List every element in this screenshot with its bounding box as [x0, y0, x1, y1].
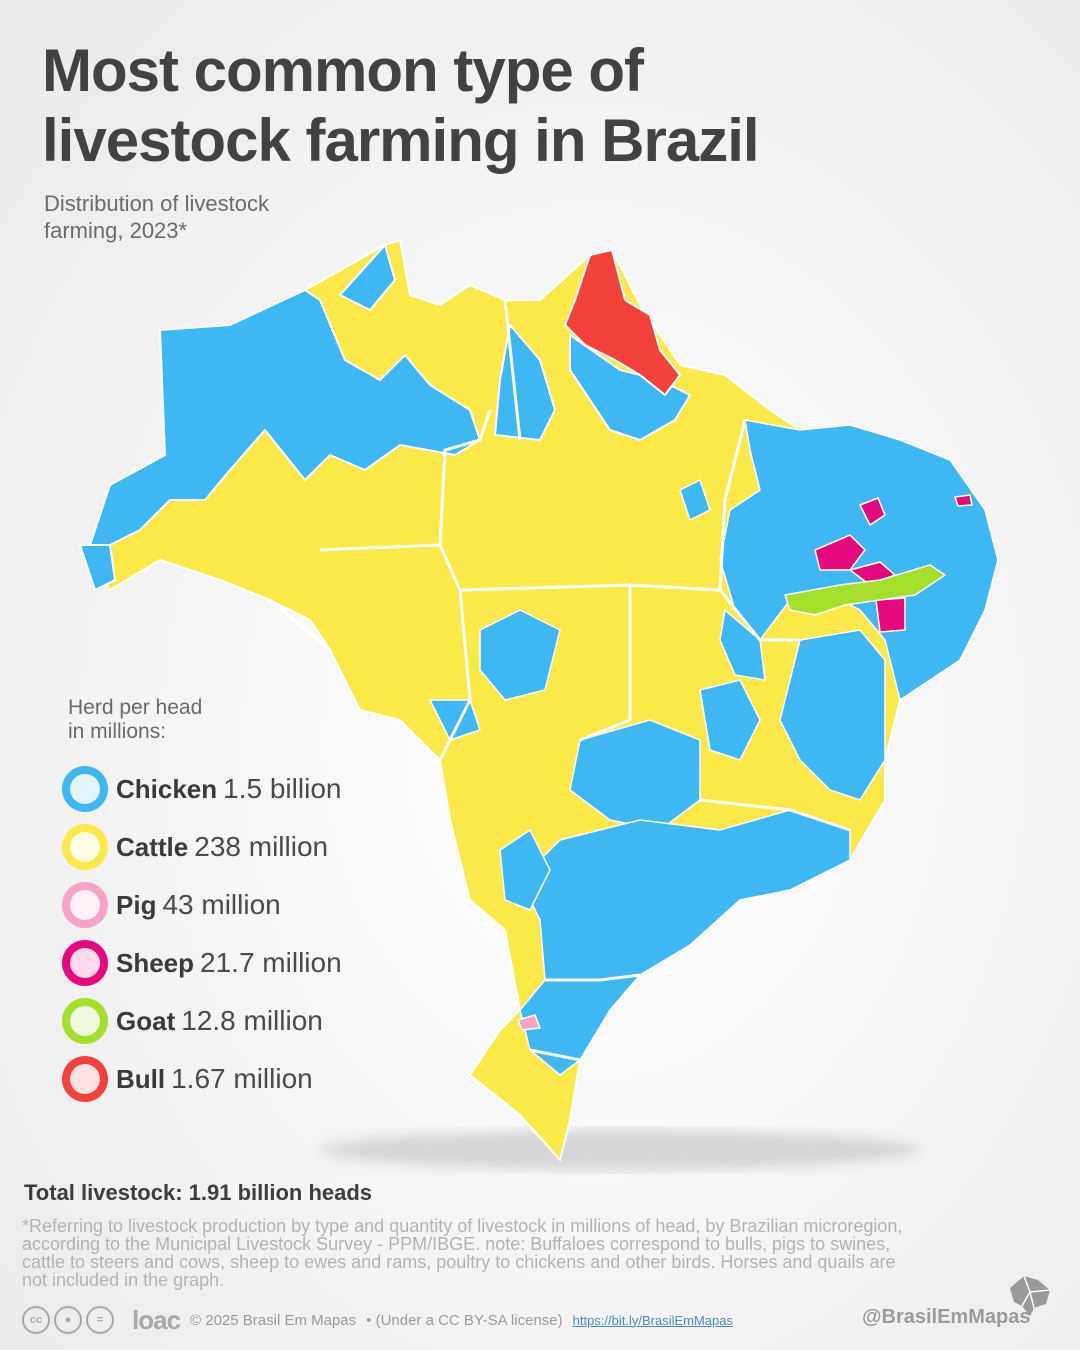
legend: Herd per head in millions: Chicken 1.5 bi…	[62, 696, 402, 1108]
legend-item-value: 12.8 million	[181, 1005, 323, 1036]
legend-item-cattle: Cattle 238 million	[62, 818, 402, 876]
legend-title-line-1: Herd per head	[68, 696, 203, 719]
legend-item-value: 238 million	[194, 831, 329, 862]
chicken-icon	[62, 766, 108, 812]
social-handle: @BrasilEmMapas	[862, 1306, 1031, 1328]
loac-logo: loac	[132, 1304, 181, 1335]
legend-item-name: Sheep	[116, 947, 195, 978]
region-chicken-mato-grosso-sul	[499, 828, 551, 911]
license-text: • (Under a CC BY-SA license)	[366, 1311, 563, 1329]
share-alike-icon: =	[86, 1306, 114, 1334]
cc-icon: cc	[22, 1306, 50, 1334]
cattle-icon	[62, 824, 108, 870]
region-chicken-small-north	[679, 478, 711, 522]
region-sheep-ceara	[858, 497, 886, 527]
sheep-icon	[62, 940, 108, 986]
subtitle-line-1: Distribution of livestock	[44, 191, 269, 216]
title-line-2: livestock farming in Brazil	[42, 107, 760, 174]
legend-item-bull: Bull 1.67 million	[62, 1050, 402, 1108]
footer: cc ● = loac © 2025 Brasil Em Mapas • (Un…	[22, 1304, 733, 1336]
legend-item-goat: Goat 12.8 million	[62, 992, 402, 1050]
region-chicken-northeast	[719, 419, 999, 702]
region-chicken-small-west	[428, 699, 481, 741]
legend-item-chicken: Chicken 1.5 billion	[62, 760, 402, 818]
region-chicken-roraima	[338, 242, 397, 312]
legend-item-name: Cattle	[116, 831, 189, 862]
legend-item-value: 1.5 billion	[223, 773, 342, 804]
region-sheep-piaui	[814, 534, 866, 571]
region-goat-sertao	[784, 564, 947, 616]
region-chicken-acre	[78, 544, 117, 592]
region-bull-amapa	[563, 248, 682, 397]
legend-item-name: Goat	[116, 1005, 176, 1036]
region-chicken-bahia	[779, 629, 886, 801]
region-sheep-rn	[954, 494, 973, 507]
legend-item-value: 21.7 million	[200, 947, 342, 978]
pig-icon	[62, 882, 108, 928]
legend-item-value: 43 million	[162, 889, 281, 920]
total-livestock: Total livestock: 1.91 billion heads	[24, 1180, 373, 1205]
subtitle-line-2: farming, 2023*	[44, 218, 188, 243]
footnote: *Referring to livestock production by ty…	[22, 1216, 903, 1290]
copyright-text: © 2025 Brasil Em Mapas	[190, 1311, 357, 1329]
subtitle: Distribution of livestock farming, 2023*	[44, 190, 344, 244]
state-borders	[269, 299, 851, 1062]
goat-icon	[62, 998, 108, 1044]
page-title: Most common type of livestock farming in…	[42, 36, 802, 176]
legend-item-name: Bull	[116, 1063, 166, 1094]
legend-item-sheep: Sheep 21.7 million	[62, 934, 402, 992]
region-chicken-mid	[699, 679, 761, 761]
legend-item-name: Chicken	[116, 773, 218, 804]
region-chicken-southeast	[519, 809, 851, 1076]
region-pig-south	[516, 1014, 542, 1031]
brasil-em-mapas-logo-icon	[1010, 1275, 1051, 1316]
legend-title: Herd per head in millions:	[68, 696, 402, 744]
legend-item-value: 1.67 million	[171, 1063, 313, 1094]
title-line-1: Most common type of	[42, 37, 644, 104]
bull-icon	[62, 1056, 108, 1102]
legend-items: Chicken 1.5 billion Cattle 238 million Pig 43…	[62, 760, 402, 1108]
region-chicken-central	[569, 719, 701, 831]
map-shadow	[320, 1130, 920, 1170]
region-sheep-bahia	[875, 597, 906, 633]
source-link[interactable]: https://bit.ly/BrasilEmMapas	[572, 1312, 733, 1328]
region-chicken-goias	[479, 609, 561, 701]
legend-item-pig: Pig 43 million	[62, 876, 402, 934]
legend-item-name: Pig	[116, 889, 157, 920]
attribution-icon: ●	[54, 1306, 82, 1334]
legend-title-line-2: in millions:	[68, 720, 167, 743]
